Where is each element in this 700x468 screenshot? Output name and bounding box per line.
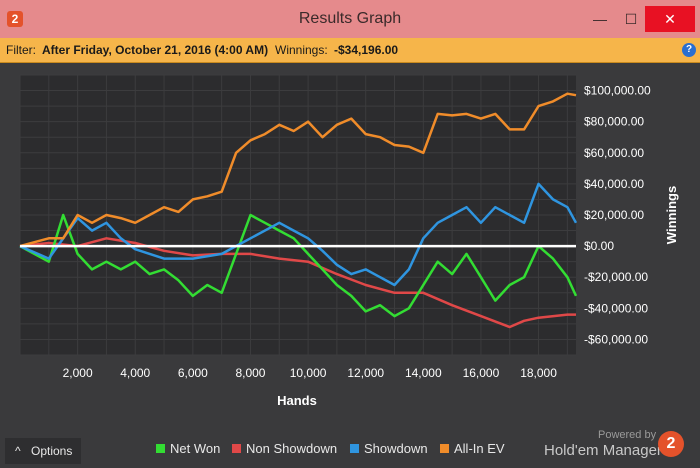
filter-label: Filter: [6,43,36,57]
legend-swatch [350,444,359,453]
x-tick-label: 2,000 [63,366,93,380]
legend-all-in-ev[interactable]: All-In EV [440,441,505,456]
x-tick-label: 12,000 [347,366,384,380]
product-name: Hold'em Manager [544,442,662,459]
y-axis-ticks: $100,000.00 $80,000.00 $60,000.00 $40,000.0… [584,84,651,347]
chevron-up-icon: ^ [15,444,21,458]
y-tick-label: $40,000.00 [584,177,644,191]
series-line-non-showdown [19,237,576,329]
x-axis-label: Hands [277,393,317,408]
title-bar[interactable]: 2 Results Graph — ☐ ✕ [0,0,700,38]
window-title: Results Graph [298,10,402,27]
y-axis-label: Winnings [664,186,679,244]
y-tick-label: $60,000.00 [584,146,644,160]
app-logo-icon: 2 [7,11,23,27]
options-label: Options [31,444,73,458]
x-tick-label: 16,000 [463,366,500,380]
winnings-value: -$34,196.00 [334,43,399,57]
y-tick-label: $0.00 [584,239,614,253]
series-line-net-won [19,213,578,318]
legend-net-won[interactable]: Net Won [156,441,220,456]
legend-non-showdown[interactable]: Non Showdown [232,441,337,456]
x-tick-label: 4,000 [120,366,150,380]
minimize-button[interactable]: — [593,11,607,27]
legend-label: Non Showdown [246,441,338,456]
y-tick-label: -$60,000.00 [584,332,648,346]
x-tick-label: 8,000 [235,366,265,380]
help-icon[interactable]: ? [682,43,696,57]
y-tick-label: -$20,000.00 [584,270,648,284]
maximize-button[interactable]: ☐ [624,11,638,27]
x-tick-label: 18,000 [520,366,557,380]
legend-swatch [232,444,241,453]
close-button[interactable]: ✕ [645,6,695,32]
legend-label: Net Won [170,441,221,456]
legend-showdown[interactable]: Showdown [350,441,428,456]
grid [19,74,576,356]
x-tick-label: 6,000 [178,366,208,380]
legend-swatch [156,444,165,453]
filter-bar: Filter: After Friday, October 21, 2016 (… [0,38,700,63]
winnings-label: Winnings: [275,43,328,57]
series-lines [19,92,578,329]
x-tick-label: 14,000 [405,366,442,380]
series-line-showdown [19,182,578,287]
powered-by-label: Powered by [598,429,657,441]
legend-label: All-In EV [454,441,505,456]
x-axis-ticks: 2,000 4,000 6,000 8,000 10,000 12,000 14,000 16… [63,366,558,380]
options-button[interactable]: ^ Options [5,438,81,464]
y-tick-label: -$40,000.00 [584,301,648,315]
hem-logo-icon: 2 [658,431,684,457]
filter-value[interactable]: After Friday, October 21, 2016 (4:00 AM) [42,43,269,57]
series-line-all-in-ev [19,92,577,248]
x-tick-label: 10,000 [290,366,327,380]
plot-area [20,75,576,355]
y-tick-label: $100,000.00 [584,84,651,98]
y-tick-label: $20,000.00 [584,208,644,222]
legend-swatch [440,444,449,453]
legend-label: Showdown [364,441,428,456]
y-tick-label: $80,000.00 [584,115,644,129]
